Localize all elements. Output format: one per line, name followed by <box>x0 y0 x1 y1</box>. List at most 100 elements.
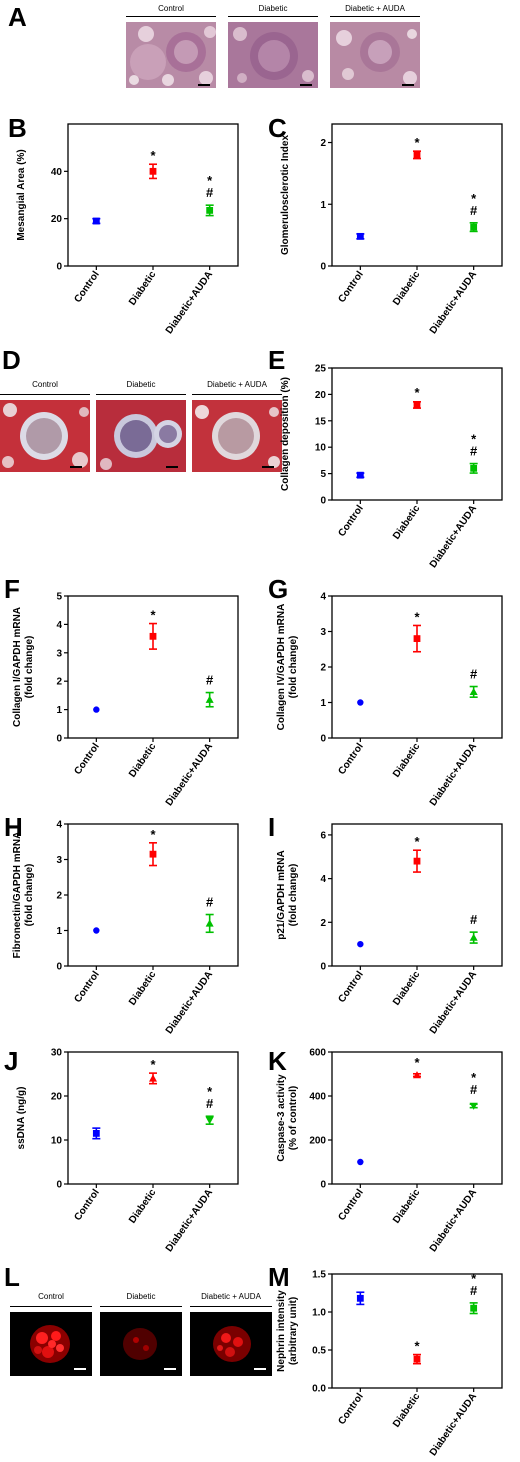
significance-hash: # <box>206 1096 214 1111</box>
y-tick-label: 20 <box>51 214 63 225</box>
panel-letter-j: J <box>4 1046 19 1076</box>
y-tick-label: 2 <box>320 918 326 929</box>
chart-k-caspase-3: 0 200 400 600 Caspase-3 activity (% of contro… <box>276 1048 503 1254</box>
significance-star: * <box>414 1055 420 1070</box>
panel-letter-l: L <box>4 1262 20 1292</box>
x-tick-label: Diabetic+AUDA <box>428 741 479 808</box>
y-tick-label: 2 <box>320 138 326 149</box>
y-tick-label: 0 <box>320 962 326 973</box>
chart-g-collagen-iv-mrna: 0 1 2 3 4 Collagen IV/GAPDH mRNA (fold change)… <box>276 592 503 808</box>
y-tick-label: 1 <box>56 705 62 716</box>
micrograph-a-underline <box>126 16 216 17</box>
x-tick-label: Diabetic <box>391 1187 423 1226</box>
y-tick-label: 3 <box>320 627 326 638</box>
panel-letter-e: E <box>268 345 286 375</box>
significance-hash: # <box>206 185 214 200</box>
micrograph-l-underline <box>190 1306 272 1307</box>
y-axis-label: (fold change) <box>24 864 35 927</box>
x-tick-label: Diabetic+AUDA <box>428 269 479 336</box>
panel-letter-k: K <box>268 1046 287 1076</box>
data-point <box>149 632 157 640</box>
y-tick-label: 400 <box>309 1092 326 1103</box>
scale-bar <box>300 84 312 86</box>
y-tick-label: 20 <box>315 390 327 401</box>
y-tick-label: 3 <box>56 648 62 659</box>
x-tick-label: Control <box>72 741 102 777</box>
y-tick-label: 1.5 <box>312 1270 326 1281</box>
panel-letter-a: A <box>8 2 27 32</box>
data-point <box>357 1158 364 1166</box>
chart-f-collagen-i-mrna: 0 1 2 3 4 5 Collagen I/GAPDH mRNA (fold change)… <box>12 592 239 808</box>
data-point <box>469 1102 478 1110</box>
significance-star: * <box>207 1084 213 1099</box>
y-axis-label: p21/GAPDH mRNA <box>276 850 287 939</box>
micrograph-d-underline <box>192 394 282 395</box>
scale-bar <box>164 1368 176 1370</box>
x-tick-label: Control <box>336 269 366 305</box>
y-tick-label: 1.0 <box>312 1308 326 1319</box>
x-tick-label: Diabetic+AUDA <box>164 741 215 808</box>
data-point <box>149 1074 157 1082</box>
y-tick-label: 0 <box>56 734 62 745</box>
chart-j-ssdna: 0 10 20 30 ssDNA (ng/g) Control Diabetic Diabet… <box>16 1048 239 1254</box>
micrograph-a-underline <box>228 16 318 17</box>
x-tick-label: Control <box>72 1187 102 1223</box>
y-tick-label: 0 <box>56 1180 62 1191</box>
micrograph-a-control <box>126 22 216 88</box>
x-tick-label: Control <box>72 269 102 305</box>
significance-star: * <box>471 432 477 447</box>
scale-bar <box>198 84 210 86</box>
y-tick-label: 1 <box>320 200 326 211</box>
significance-star: * <box>414 1339 420 1354</box>
significance-star: * <box>414 834 420 849</box>
x-tick-label: Diabetic <box>127 1187 159 1226</box>
y-tick-label: 2 <box>56 677 62 688</box>
micrograph-d-underline <box>96 394 186 395</box>
panel-letter-f: F <box>4 574 20 604</box>
significance-star: * <box>150 148 156 163</box>
y-tick-label: 0 <box>320 1180 326 1191</box>
y-tick-label: 2 <box>320 663 326 674</box>
scale-bar <box>70 466 82 468</box>
x-tick-label: Control <box>72 969 102 1005</box>
y-axis-label: Collagen I/GAPDH mRNA <box>12 607 23 727</box>
y-tick-label: 10 <box>315 443 327 454</box>
y-axis-label: Collagen deposition (%) <box>280 377 291 491</box>
micrograph-a-label-control: Control <box>158 4 184 13</box>
micrograph-a-underline <box>330 16 420 17</box>
data-point <box>470 1304 478 1312</box>
y-tick-label: 0.5 <box>312 1346 326 1357</box>
micrograph-d-underline <box>0 394 90 395</box>
y-axis-label: (fold change) <box>24 636 35 699</box>
data-point <box>92 1130 100 1137</box>
panel-letter-m: M <box>268 1262 290 1292</box>
scale-bar <box>74 1368 86 1370</box>
micrograph-l-auda <box>190 1312 272 1376</box>
micrograph-d-diabetic <box>96 400 186 472</box>
y-tick-label: 10 <box>51 1136 63 1147</box>
panel-letter-d: D <box>2 345 21 375</box>
y-tick-label: 20 <box>51 1092 63 1103</box>
x-tick-label: Diabetic+AUDA <box>164 269 215 336</box>
data-point <box>205 1117 214 1125</box>
x-tick-label: Control <box>336 1187 366 1223</box>
y-tick-label: 6 <box>320 830 326 841</box>
data-point <box>356 232 364 240</box>
significance-hash: # <box>470 667 478 682</box>
x-tick-label: Diabetic <box>391 269 423 308</box>
y-tick-label: 0 <box>320 734 326 745</box>
significance-hash: # <box>470 203 478 218</box>
scale-bar <box>166 466 178 468</box>
significance-hash: # <box>470 444 478 459</box>
micrograph-l-underline <box>10 1306 92 1307</box>
x-tick-label: Diabetic <box>127 969 159 1008</box>
y-tick-label: 600 <box>309 1048 326 1059</box>
x-tick-label: Diabetic <box>127 741 159 780</box>
y-tick-label: 0.0 <box>312 1384 326 1395</box>
significance-hash: # <box>206 673 214 688</box>
y-tick-label: 5 <box>320 469 326 480</box>
micrograph-d-label-control: Control <box>32 380 58 389</box>
micrograph-a-auda <box>330 22 420 88</box>
data-point <box>206 206 214 214</box>
